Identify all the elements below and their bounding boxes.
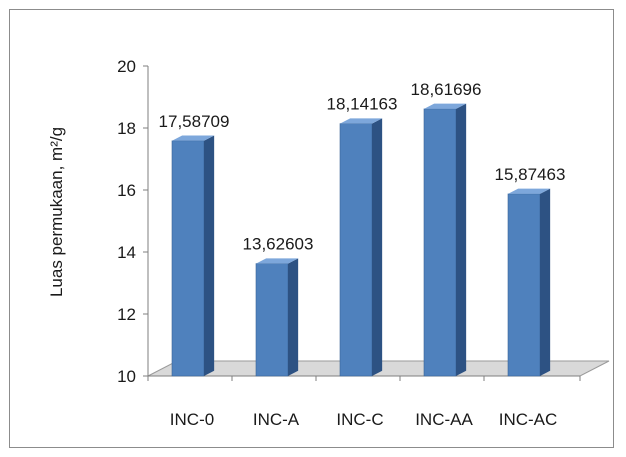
data-label: 13,62603: [243, 235, 314, 254]
x-tick-label: INC-A: [253, 410, 300, 429]
x-tick-label: INC-AC: [499, 410, 558, 429]
bar-inc-ac: [507, 188, 551, 377]
data-label: 18,14163: [327, 95, 398, 114]
y-tick-label: 16: [117, 181, 136, 200]
data-label: 17,58709: [159, 112, 230, 131]
bar-inc-0: [171, 135, 215, 377]
y-tick-label: 10: [117, 367, 136, 386]
y-tick-label: 20: [117, 57, 136, 76]
x-tick-label: INC-AA: [415, 410, 473, 429]
bar-inc-aa: [423, 103, 467, 377]
y-tick-label: 12: [117, 305, 136, 324]
data-label: 15,87463: [495, 165, 566, 184]
bar-inc-c: [339, 118, 383, 377]
y-axis-label: Luas permukaan, m²/g: [47, 127, 66, 297]
x-tick-label: INC-0: [170, 410, 214, 429]
y-tick-label: 14: [117, 243, 136, 262]
data-label: 18,61696: [411, 80, 482, 99]
x-tick-label: INC-C: [336, 410, 383, 429]
y-tick-label: 18: [117, 119, 136, 138]
bar-inc-a: [255, 258, 299, 377]
